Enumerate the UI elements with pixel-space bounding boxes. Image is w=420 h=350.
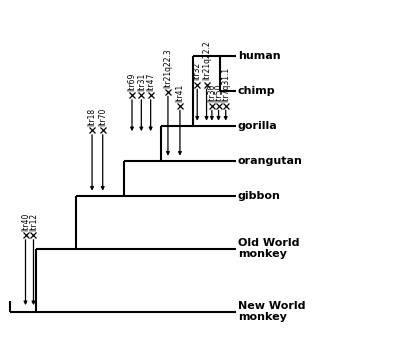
Text: ltr47: ltr47 — [146, 73, 155, 91]
Text: ltr50: ltr50 — [214, 83, 223, 102]
Text: ltr40: ltr40 — [21, 212, 30, 231]
Text: ltr69: ltr69 — [128, 73, 136, 91]
Text: ltr7q31.1: ltr7q31.1 — [221, 66, 230, 102]
Text: ltr18: ltr18 — [87, 108, 97, 126]
Text: human: human — [238, 51, 281, 61]
Text: ltr70: ltr70 — [98, 108, 107, 126]
Text: gibbon: gibbon — [238, 191, 281, 201]
Text: New World
monkey: New World monkey — [238, 301, 305, 322]
Text: orangutan: orangutan — [238, 156, 303, 166]
Text: ltr32: ltr32 — [193, 62, 202, 80]
Text: chimp: chimp — [238, 86, 276, 96]
Text: Old World
monkey: Old World monkey — [238, 238, 299, 259]
Text: ltr30: ltr30 — [207, 83, 216, 102]
Text: ltr31: ltr31 — [137, 73, 146, 91]
Text: ltr21q22.3: ltr21q22.3 — [163, 48, 173, 88]
Text: ltr21q22.2: ltr21q22.2 — [202, 41, 211, 80]
Text: ltr41: ltr41 — [176, 83, 184, 102]
Text: ltr12: ltr12 — [29, 213, 38, 231]
Text: gorilla: gorilla — [238, 121, 278, 131]
